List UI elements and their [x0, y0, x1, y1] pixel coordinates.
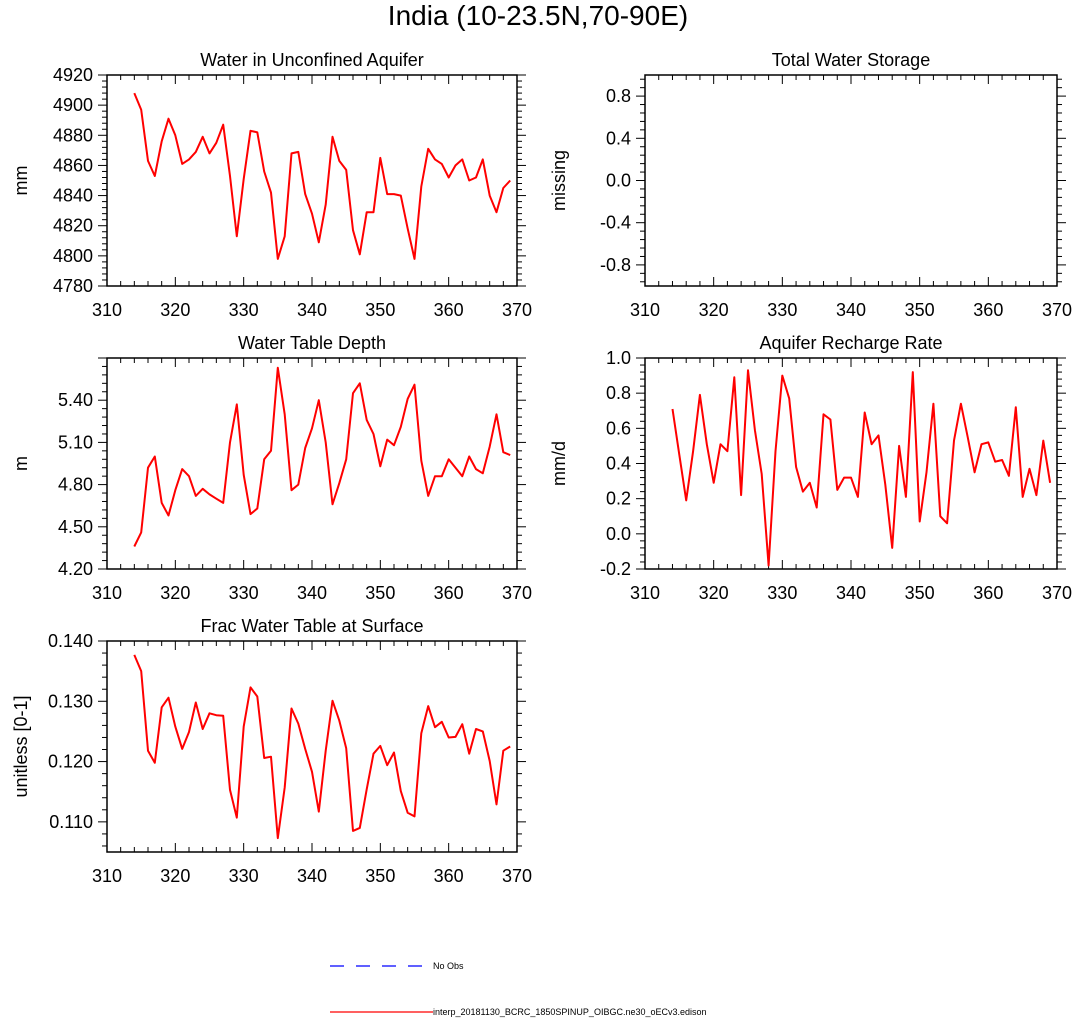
y-axis-label: missing	[549, 150, 569, 211]
y-tick-label: 0.8	[606, 383, 631, 403]
y-tick-label: 0.120	[48, 752, 93, 772]
x-tick-label: 330	[229, 866, 259, 886]
x-tick-label: 340	[836, 300, 866, 320]
y-axis-label: mm	[11, 166, 31, 196]
plot-frame	[106, 640, 518, 853]
y-tick-label: 0.2	[606, 489, 631, 509]
legend-model-label: interp_20181130_BCRC_1850SPINUP_OIBGC.ne…	[433, 1007, 707, 1017]
y-tick-label: 4840	[53, 186, 93, 206]
legend-obs-label: No Obs	[433, 961, 464, 971]
y-tick-label: 4880	[53, 125, 93, 145]
y-axis-label: m	[11, 456, 31, 471]
y-tick-label: 4860	[53, 155, 93, 175]
x-tick-label: 320	[160, 300, 190, 320]
x-tick-label: 350	[365, 300, 395, 320]
panel-total-water-storage: Total Water Storage missing 310 320 330 340 35…	[549, 50, 1072, 320]
panel-frac-water-table-surface: Frac Water Table at Surface unitless [0-1…	[11, 616, 532, 886]
x-tick-label: 330	[229, 300, 259, 320]
y-tick-label: 0.6	[606, 418, 631, 438]
series-line	[133, 92, 511, 260]
y-tick-label: 4.80	[58, 475, 93, 495]
x-tick-label: 360	[434, 866, 464, 886]
series-line	[133, 654, 511, 840]
page-title: India (10-23.5N,70-90E)	[388, 0, 688, 31]
x-tick-label: 320	[699, 300, 729, 320]
chart-title: Water Table Depth	[238, 333, 386, 353]
plot-frame	[644, 357, 1058, 570]
y-tick-label: 5.10	[58, 432, 93, 452]
y-tick-label: 0.0	[606, 524, 631, 544]
y-tick-label: 4800	[53, 246, 93, 266]
y-tick-label: 4820	[53, 216, 93, 236]
plot-frame	[106, 357, 518, 570]
y-tick-label: 0.4	[606, 128, 631, 148]
x-tick-label: 330	[767, 300, 797, 320]
y-tick-label: 1.0	[606, 348, 631, 368]
x-tick-label: 320	[699, 583, 729, 603]
x-tick-label: 330	[767, 583, 797, 603]
x-tick-label: 340	[297, 866, 327, 886]
x-tick-label: 310	[630, 300, 660, 320]
x-tick-label: 320	[160, 866, 190, 886]
y-tick-label: 4.50	[58, 517, 93, 537]
x-tick-label: 360	[434, 300, 464, 320]
y-tick-label: 4900	[53, 95, 93, 115]
x-tick-label: 330	[229, 583, 259, 603]
x-tick-label: 360	[973, 300, 1003, 320]
chart-title: Frac Water Table at Surface	[200, 616, 423, 636]
y-axis-label: unitless [0-1]	[11, 695, 31, 797]
y-tick-label: 0.110	[49, 812, 93, 832]
y-tick-label: 0.8	[606, 86, 631, 106]
y-axis-label: mm/d	[549, 441, 569, 486]
x-tick-label: 370	[502, 866, 532, 886]
x-tick-label: 350	[365, 866, 395, 886]
y-tick-label: 0.130	[48, 691, 93, 711]
y-tick-label: -0.2	[600, 559, 631, 579]
x-tick-label: 320	[160, 583, 190, 603]
x-tick-label: 340	[297, 583, 327, 603]
panel-aquifer-recharge-rate: Aquifer Recharge Rate mm/d 310 320 330 340 350…	[549, 333, 1072, 603]
y-tick-label: 0.4	[606, 454, 631, 474]
chart-title: Water in Unconfined Aquifer	[200, 50, 423, 70]
y-tick-label: 4920	[53, 65, 93, 85]
y-tick-label: 4780	[53, 276, 93, 296]
y-tick-label: 0.0	[606, 171, 631, 191]
x-tick-label: 350	[365, 583, 395, 603]
y-tick-label: 5.40	[58, 390, 93, 410]
chart-title: Aquifer Recharge Rate	[759, 333, 942, 353]
y-tick-label: 0.140	[48, 631, 93, 651]
panel-water-table-depth: Water Table Depth m 310 320 330 340 350 360 370 4…	[11, 333, 532, 603]
legend: No Obs interp_20181130_BCRC_1850SPINUP_O…	[330, 961, 707, 1017]
x-tick-label: 370	[502, 300, 532, 320]
x-tick-label: 310	[92, 583, 122, 603]
plot-frame	[106, 74, 518, 287]
x-tick-label: 350	[905, 583, 935, 603]
panel-water-unconfined-aquifer: Water in Unconfined Aquifer mm 310 320 330 34…	[11, 50, 532, 320]
y-tick-label: -0.4	[600, 213, 631, 233]
x-tick-label: 370	[1042, 300, 1072, 320]
chart-title: Total Water Storage	[772, 50, 930, 70]
x-tick-label: 310	[92, 300, 122, 320]
x-tick-label: 340	[836, 583, 866, 603]
series-line	[671, 369, 1052, 567]
series-line	[133, 366, 511, 547]
x-tick-label: 360	[973, 583, 1003, 603]
x-tick-label: 310	[630, 583, 660, 603]
plot-frame	[644, 74, 1058, 287]
y-tick-label: 4.20	[58, 559, 93, 579]
x-tick-label: 350	[905, 300, 935, 320]
x-tick-label: 310	[92, 866, 122, 886]
x-tick-label: 370	[502, 583, 532, 603]
x-tick-label: 340	[297, 300, 327, 320]
x-tick-label: 370	[1042, 583, 1072, 603]
y-tick-label: -0.8	[600, 255, 631, 275]
x-tick-label: 360	[434, 583, 464, 603]
